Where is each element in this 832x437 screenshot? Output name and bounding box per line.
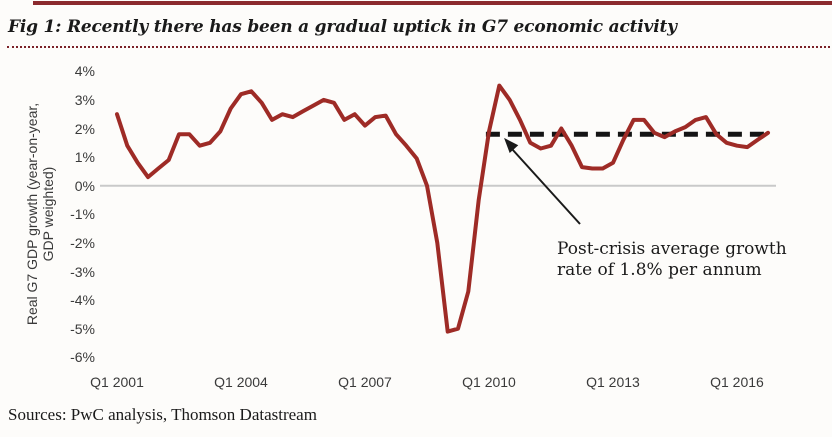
y-tick-label: -4% <box>70 292 95 309</box>
annotation-line-2: rate of 1.8% per annum <box>557 260 762 280</box>
y-tick-label: 0% <box>74 177 95 194</box>
title-divider <box>7 46 830 48</box>
top-border-bar <box>33 1 832 5</box>
y-tick-label: -1% <box>70 206 95 223</box>
y-tick-label: 1% <box>74 149 95 166</box>
figure-title: Fig 1: Recently there has been a gradual… <box>8 17 677 37</box>
x-tick-label: Q1 2013 <box>586 374 640 390</box>
y-tick-label: 4% <box>74 63 95 80</box>
x-tick-label: Q1 2007 <box>338 374 392 390</box>
y-tick-label: -2% <box>70 234 95 251</box>
x-tick-label: Q1 2004 <box>214 374 268 390</box>
annotation-text: Post-crisis average growth rate of 1.8% … <box>557 239 787 281</box>
x-tick-label: Q1 2001 <box>90 374 144 390</box>
y-tick-label: 2% <box>74 120 95 137</box>
annotation-line-1: Post-crisis average growth <box>557 239 787 259</box>
y-tick-label: -6% <box>70 349 95 366</box>
annotation-arrow <box>504 137 581 225</box>
y-tick-label: -3% <box>70 263 95 280</box>
sources-note: Sources: PwC analysis, Thomson Datastrea… <box>8 405 317 424</box>
y-tick-label: 3% <box>74 91 95 108</box>
x-tick-label: Q1 2016 <box>710 374 764 390</box>
x-tick-label: Q1 2010 <box>462 374 516 390</box>
gdp-growth-line <box>115 83 770 334</box>
y-tick-label: -5% <box>70 320 95 337</box>
